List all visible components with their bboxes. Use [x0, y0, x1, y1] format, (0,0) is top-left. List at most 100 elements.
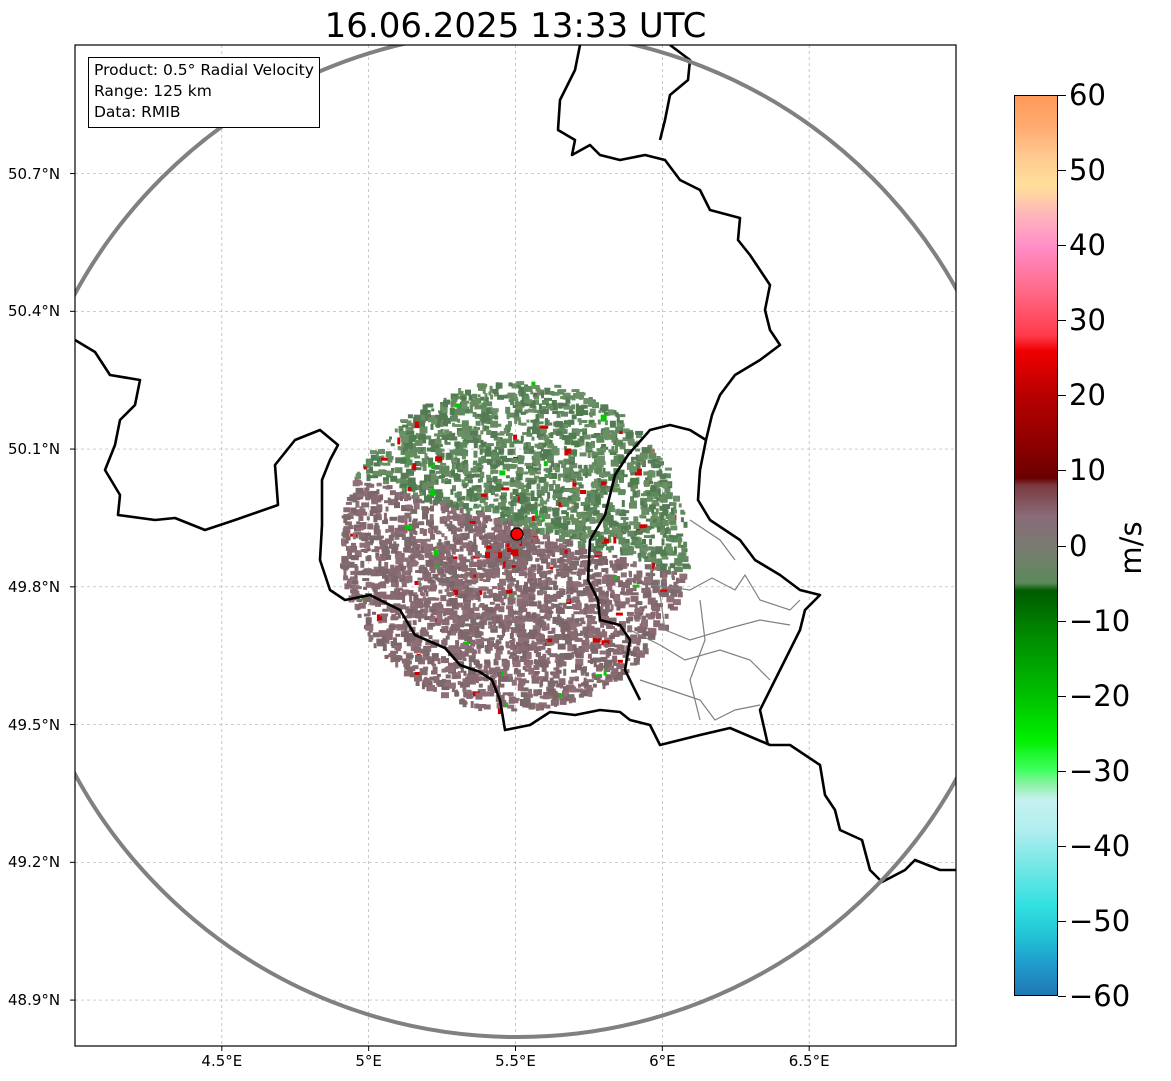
echo-pixel — [341, 515, 345, 519]
echo-pixel — [422, 463, 427, 471]
echo-pixel — [555, 568, 560, 572]
echo-pixel — [469, 609, 475, 614]
echo-pixel — [388, 625, 396, 630]
echo-pixel — [495, 647, 503, 655]
echo-pixel — [462, 685, 466, 691]
echo-pixel — [579, 554, 587, 559]
echo-pixel — [466, 547, 472, 552]
echo-pixel — [371, 549, 380, 553]
echo-pixel — [419, 586, 428, 591]
echo-pixel — [670, 525, 678, 531]
echo-pixel — [520, 422, 527, 426]
echo-pixel — [485, 552, 490, 559]
echo-pixel — [669, 606, 678, 611]
echo-pixel — [648, 504, 656, 510]
echo-pixel — [669, 512, 673, 516]
echo-pixel — [456, 539, 461, 545]
echo-pixel — [571, 498, 575, 505]
echo-pixel — [383, 639, 390, 644]
echo-pixel — [461, 402, 468, 410]
echo-pixel — [523, 698, 531, 705]
echo-pixel — [531, 676, 540, 684]
echo-pixel — [399, 578, 406, 582]
echo-pixel — [366, 483, 375, 488]
echo-pixel — [552, 510, 560, 517]
echo-pixel — [409, 531, 413, 539]
echo-pixel — [623, 519, 627, 526]
echo-pixel — [509, 479, 517, 487]
echo-pixel — [535, 659, 544, 665]
echo-pixel — [400, 477, 407, 484]
echo-pixel — [587, 452, 591, 458]
echo-pixel — [497, 382, 503, 389]
echo-pixel — [587, 591, 592, 598]
echo-pixel — [659, 473, 666, 479]
echo-pixel — [400, 472, 409, 479]
echo-pixel — [409, 595, 413, 602]
echo-pixel — [478, 586, 487, 591]
echo-pixel — [360, 560, 365, 568]
echo-pixel — [588, 691, 593, 697]
echo-pixel — [591, 422, 597, 428]
echo-pixel — [642, 629, 647, 633]
echo-pixel — [412, 463, 417, 471]
echo-pixel — [414, 467, 422, 471]
echo-pixel — [440, 573, 447, 578]
echo-pixel — [424, 597, 432, 604]
echo-pixel — [563, 446, 567, 450]
echo-pixel — [656, 526, 661, 533]
echo-pixel — [577, 568, 586, 575]
echo-pixel — [484, 393, 488, 400]
echo-pixel — [610, 642, 615, 647]
echo-pixel — [533, 458, 537, 465]
echo-pixel — [361, 504, 367, 508]
echo-pixel — [492, 672, 497, 679]
echo-pixel — [532, 567, 536, 571]
echo-pixel — [527, 525, 531, 531]
echo-pixel — [650, 604, 657, 610]
echo-pixel — [516, 467, 523, 471]
echo-pixel — [564, 520, 571, 525]
echo-pixel — [637, 552, 642, 558]
echo-pixel — [502, 533, 508, 541]
echo-pixel — [622, 474, 628, 478]
echo-pixel — [447, 511, 451, 515]
echo-pixel — [546, 498, 550, 502]
echo-pixel — [415, 498, 422, 503]
echo-pixel — [405, 660, 412, 665]
echo-pixel — [343, 517, 348, 524]
echo-pixel — [546, 613, 551, 621]
echo-pixel — [497, 583, 504, 590]
echo-pixel — [662, 510, 669, 516]
echo-pixel — [592, 573, 600, 577]
echo-pixel — [575, 664, 582, 671]
echo-pixel — [412, 536, 416, 544]
echo-pixel — [442, 508, 450, 512]
echo-pixel — [416, 613, 424, 619]
echo-pixel — [612, 648, 621, 655]
echo-pixel — [639, 547, 643, 554]
echo-pixel — [358, 586, 362, 590]
echo-pixel — [506, 552, 511, 559]
echo-pixel — [577, 557, 580, 561]
echo-pixel — [673, 546, 677, 554]
echo-pixel — [541, 486, 548, 494]
echo-pixel — [503, 525, 511, 531]
echo-pixel — [485, 396, 489, 404]
echo-pixel — [604, 427, 610, 432]
echo-pixel — [495, 505, 501, 510]
echo-pixel — [492, 449, 498, 454]
echo-pixel — [393, 655, 401, 658]
echo-pixel — [417, 577, 424, 581]
echo-pixel — [593, 433, 601, 437]
radar-site-marker[interactable] — [510, 527, 524, 541]
echo-pixel — [454, 492, 462, 498]
echo-pixel — [596, 455, 605, 462]
echo-pixel — [470, 562, 478, 567]
echo-pixel — [619, 591, 624, 595]
echo-pixel — [545, 638, 553, 646]
echo-pixel — [356, 599, 363, 602]
echo-pixel — [530, 643, 537, 651]
echo-pixel — [542, 549, 549, 554]
echo-pixel — [683, 556, 687, 559]
